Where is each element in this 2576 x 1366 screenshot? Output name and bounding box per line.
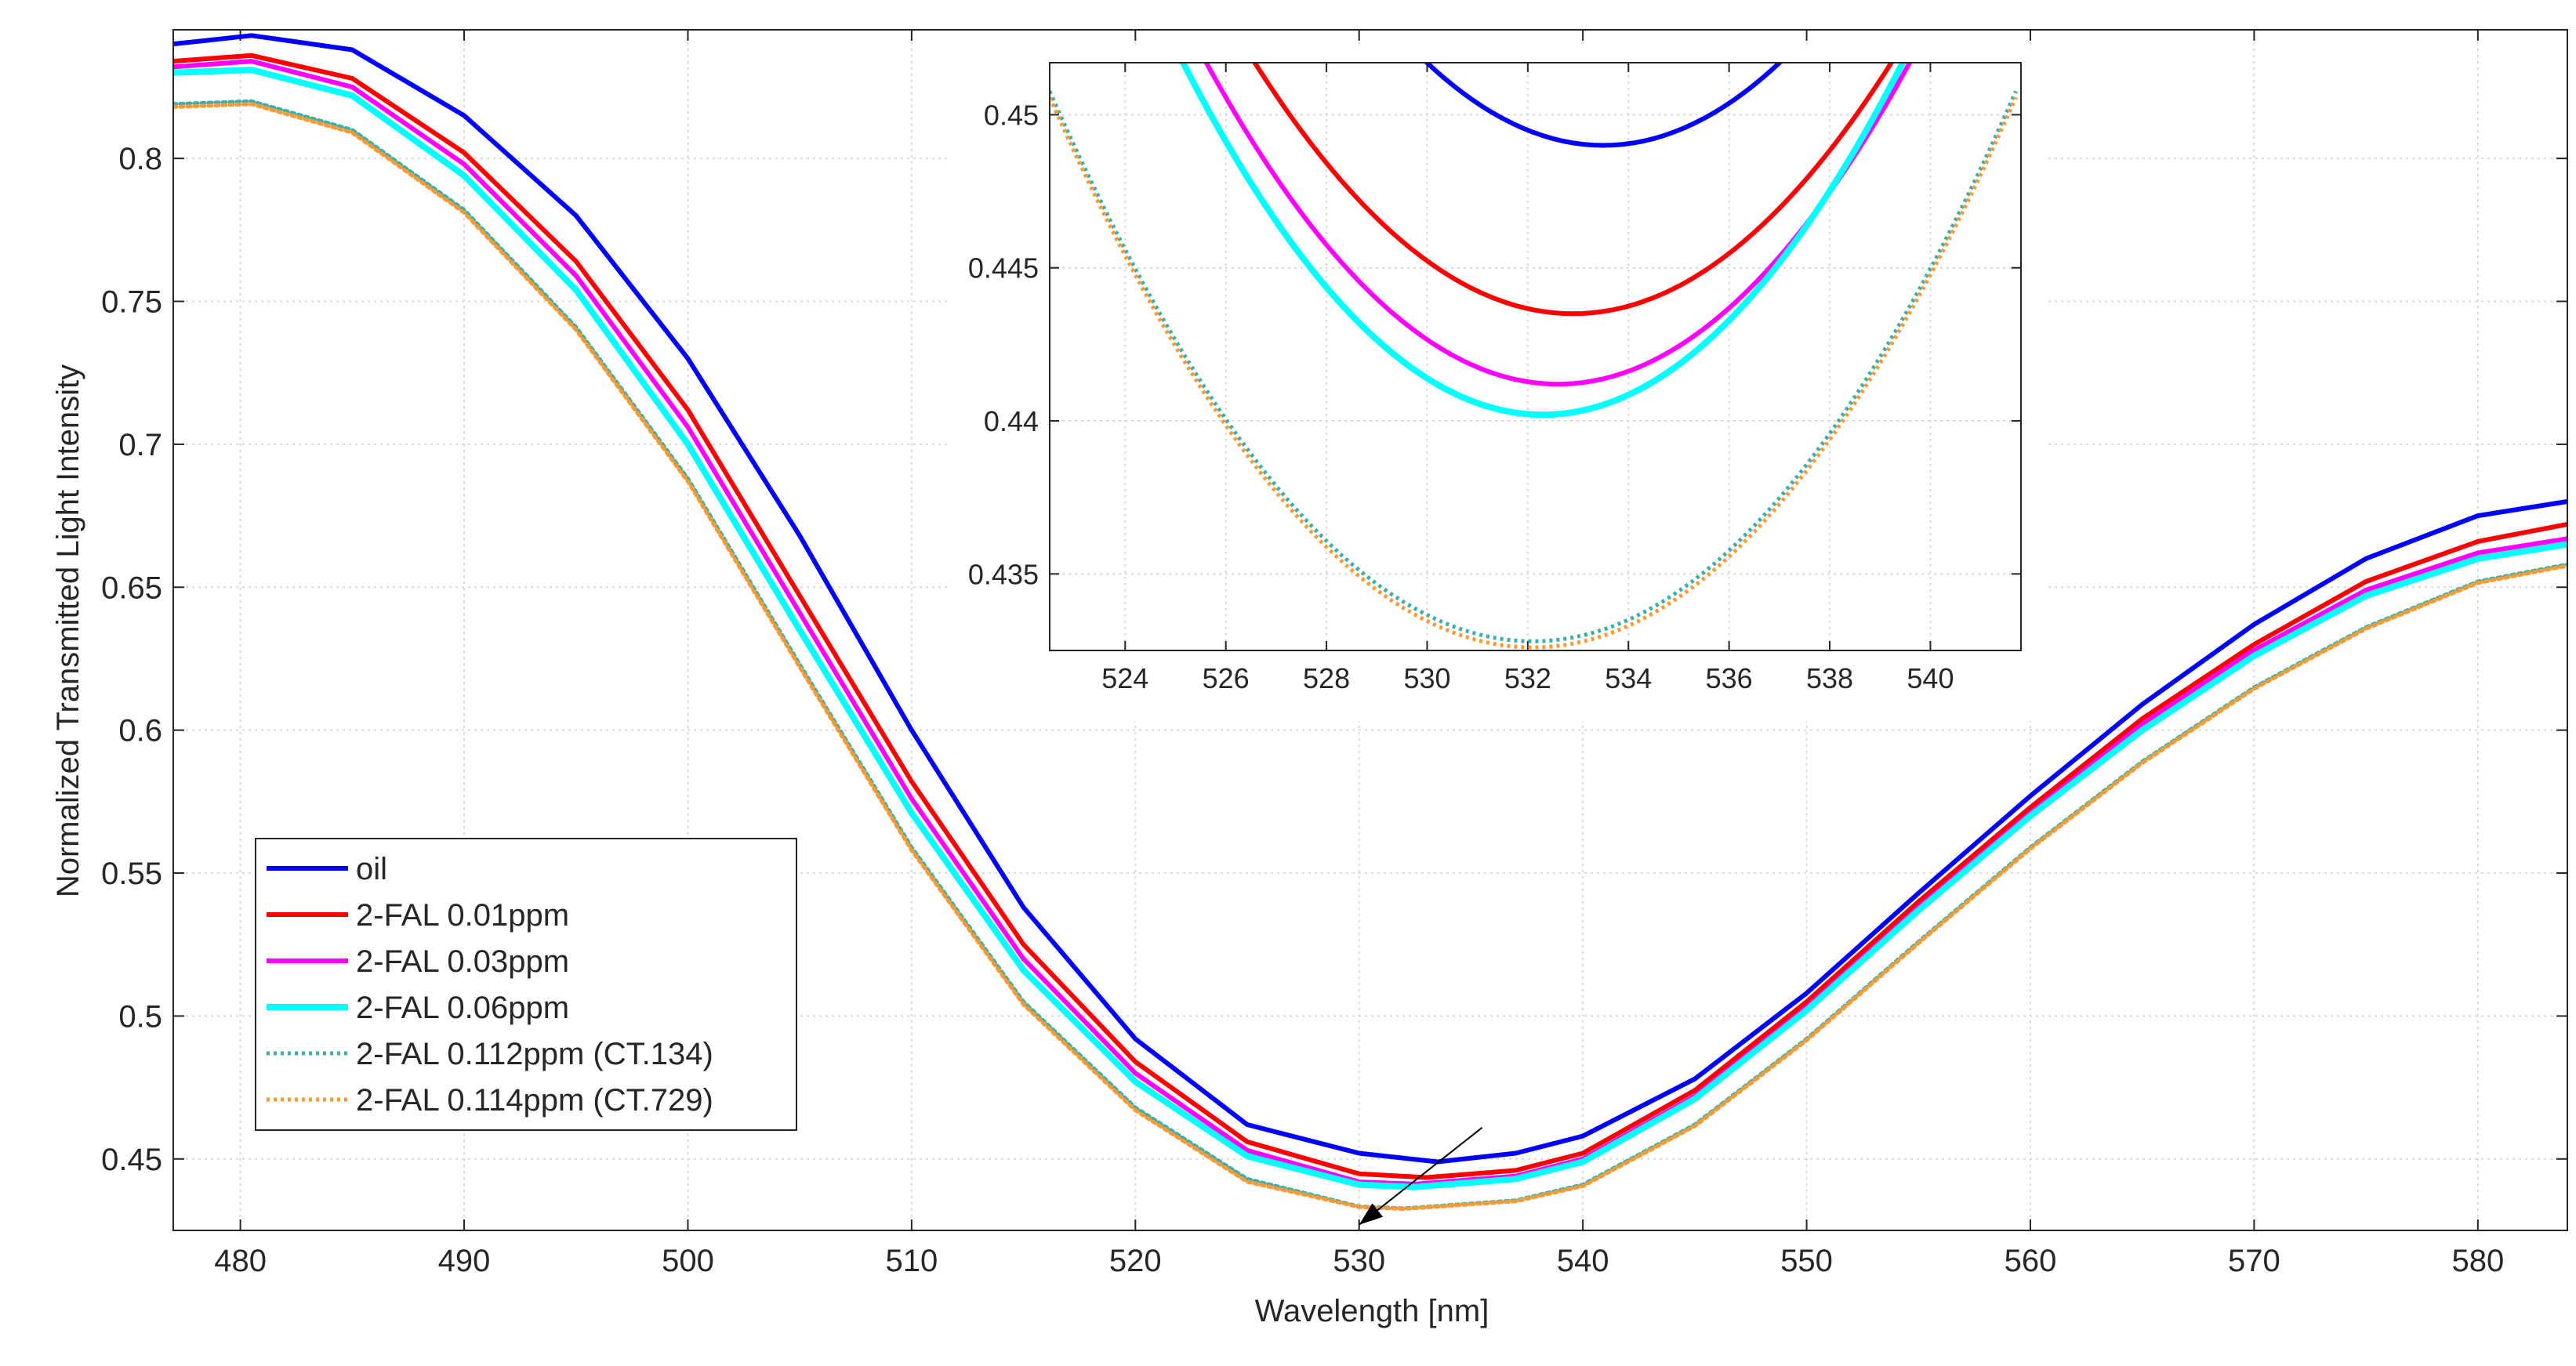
y-axis-label: Normalized Transmitted Light Intensity <box>51 364 85 897</box>
legend-entry-label: 2-FAL 0.01ppm <box>356 898 569 933</box>
annotation-arrow-head <box>1359 1203 1384 1225</box>
inset-series-line-2-fal-0-01ppm <box>1252 63 1895 317</box>
y-tick-label: 0.5 <box>118 999 162 1034</box>
inset-y-tick-label: 0.445 <box>968 252 1039 284</box>
legend-entry-label: 2-FAL 0.112ppm (CT.134) <box>356 1037 713 1071</box>
inset-y-tick-label: 0.435 <box>968 558 1039 590</box>
inset-x-tick-label: 540 <box>1907 662 1954 694</box>
y-tick-label: 0.8 <box>118 142 162 176</box>
x-tick-label: 510 <box>886 1244 938 1278</box>
inset-series-line-oil <box>1424 63 1783 148</box>
inset-x-tick-label: 536 <box>1706 662 1753 694</box>
legend-entry-label: oil <box>356 852 387 886</box>
legend-entry-label: 2-FAL 0.06ppm <box>356 991 569 1025</box>
legend: oil 2-FAL 0.01ppm 2-FAL 0.03ppm 2-FAL 0.06p… <box>255 838 797 1131</box>
inset-y-tick-label: 0.45 <box>984 99 1039 131</box>
x-tick-label: 560 <box>2005 1244 2057 1278</box>
y-tick-label: 0.65 <box>101 571 162 605</box>
inset-x-tick-label: 524 <box>1101 662 1148 694</box>
x-tick-label: 540 <box>1557 1244 1609 1278</box>
y-tick-label: 0.7 <box>118 428 162 462</box>
y-tick-label: 0.6 <box>118 714 162 748</box>
annotation-arrow-line <box>1359 1126 1483 1226</box>
inset-frame <box>1049 62 2022 651</box>
inset-x-tick-label: 528 <box>1303 662 1350 694</box>
inset-x-tick-label: 538 <box>1806 662 1853 694</box>
y-tick-label: 0.75 <box>101 285 162 320</box>
inset-y-tick-label: 0.44 <box>984 405 1039 437</box>
x-tick-label: 500 <box>662 1244 714 1278</box>
legend-entry-label: 2-FAL 0.114ppm (CT.729) <box>356 1083 713 1118</box>
inset-series-group <box>1050 63 2018 650</box>
series-line-oil <box>173 33 2567 1165</box>
y-tick-label: 0.45 <box>101 1143 162 1177</box>
inset-x-tick-label: 530 <box>1403 662 1450 694</box>
x-tick-label: 480 <box>214 1244 267 1278</box>
y-tick-label: 0.55 <box>101 857 162 891</box>
plot-frame <box>172 29 2568 1231</box>
inset-series-line-2-fal-0-112ppm-ct-134- <box>1050 90 2018 643</box>
legend-entry-label: 2-FAL 0.03ppm <box>356 944 569 979</box>
x-tick-label: 490 <box>438 1244 491 1278</box>
inset-x-tick-label: 526 <box>1203 662 1250 694</box>
inset-x-tick-label: 532 <box>1504 662 1551 694</box>
legend-box <box>255 838 797 1131</box>
inset-series-line-2-fal-0-06ppm <box>1179 63 1907 418</box>
x-tick-label: 520 <box>1109 1244 1162 1278</box>
x-tick-label: 570 <box>2228 1244 2280 1278</box>
inset-plot: 524 526 528 530 532 534 536 538 540 0.435 0.44 0.44… <box>948 47 2044 721</box>
x-tick-label: 530 <box>1333 1244 1385 1278</box>
inset-plot-area <box>1050 63 2021 650</box>
x-tick-label: 580 <box>2451 1244 2504 1278</box>
x-axis-label: Wavelength [nm] <box>1255 1294 1489 1328</box>
inset-x-tick-label: 534 <box>1605 662 1652 694</box>
series-line-2-fal-0-01ppm <box>173 53 2567 1180</box>
inset-series-line-2-fal-0-114ppm-ct-729- <box>1050 96 2018 650</box>
series-line-2-fal-0-06ppm <box>173 67 2567 1190</box>
x-tick-label: 550 <box>1780 1244 1833 1278</box>
